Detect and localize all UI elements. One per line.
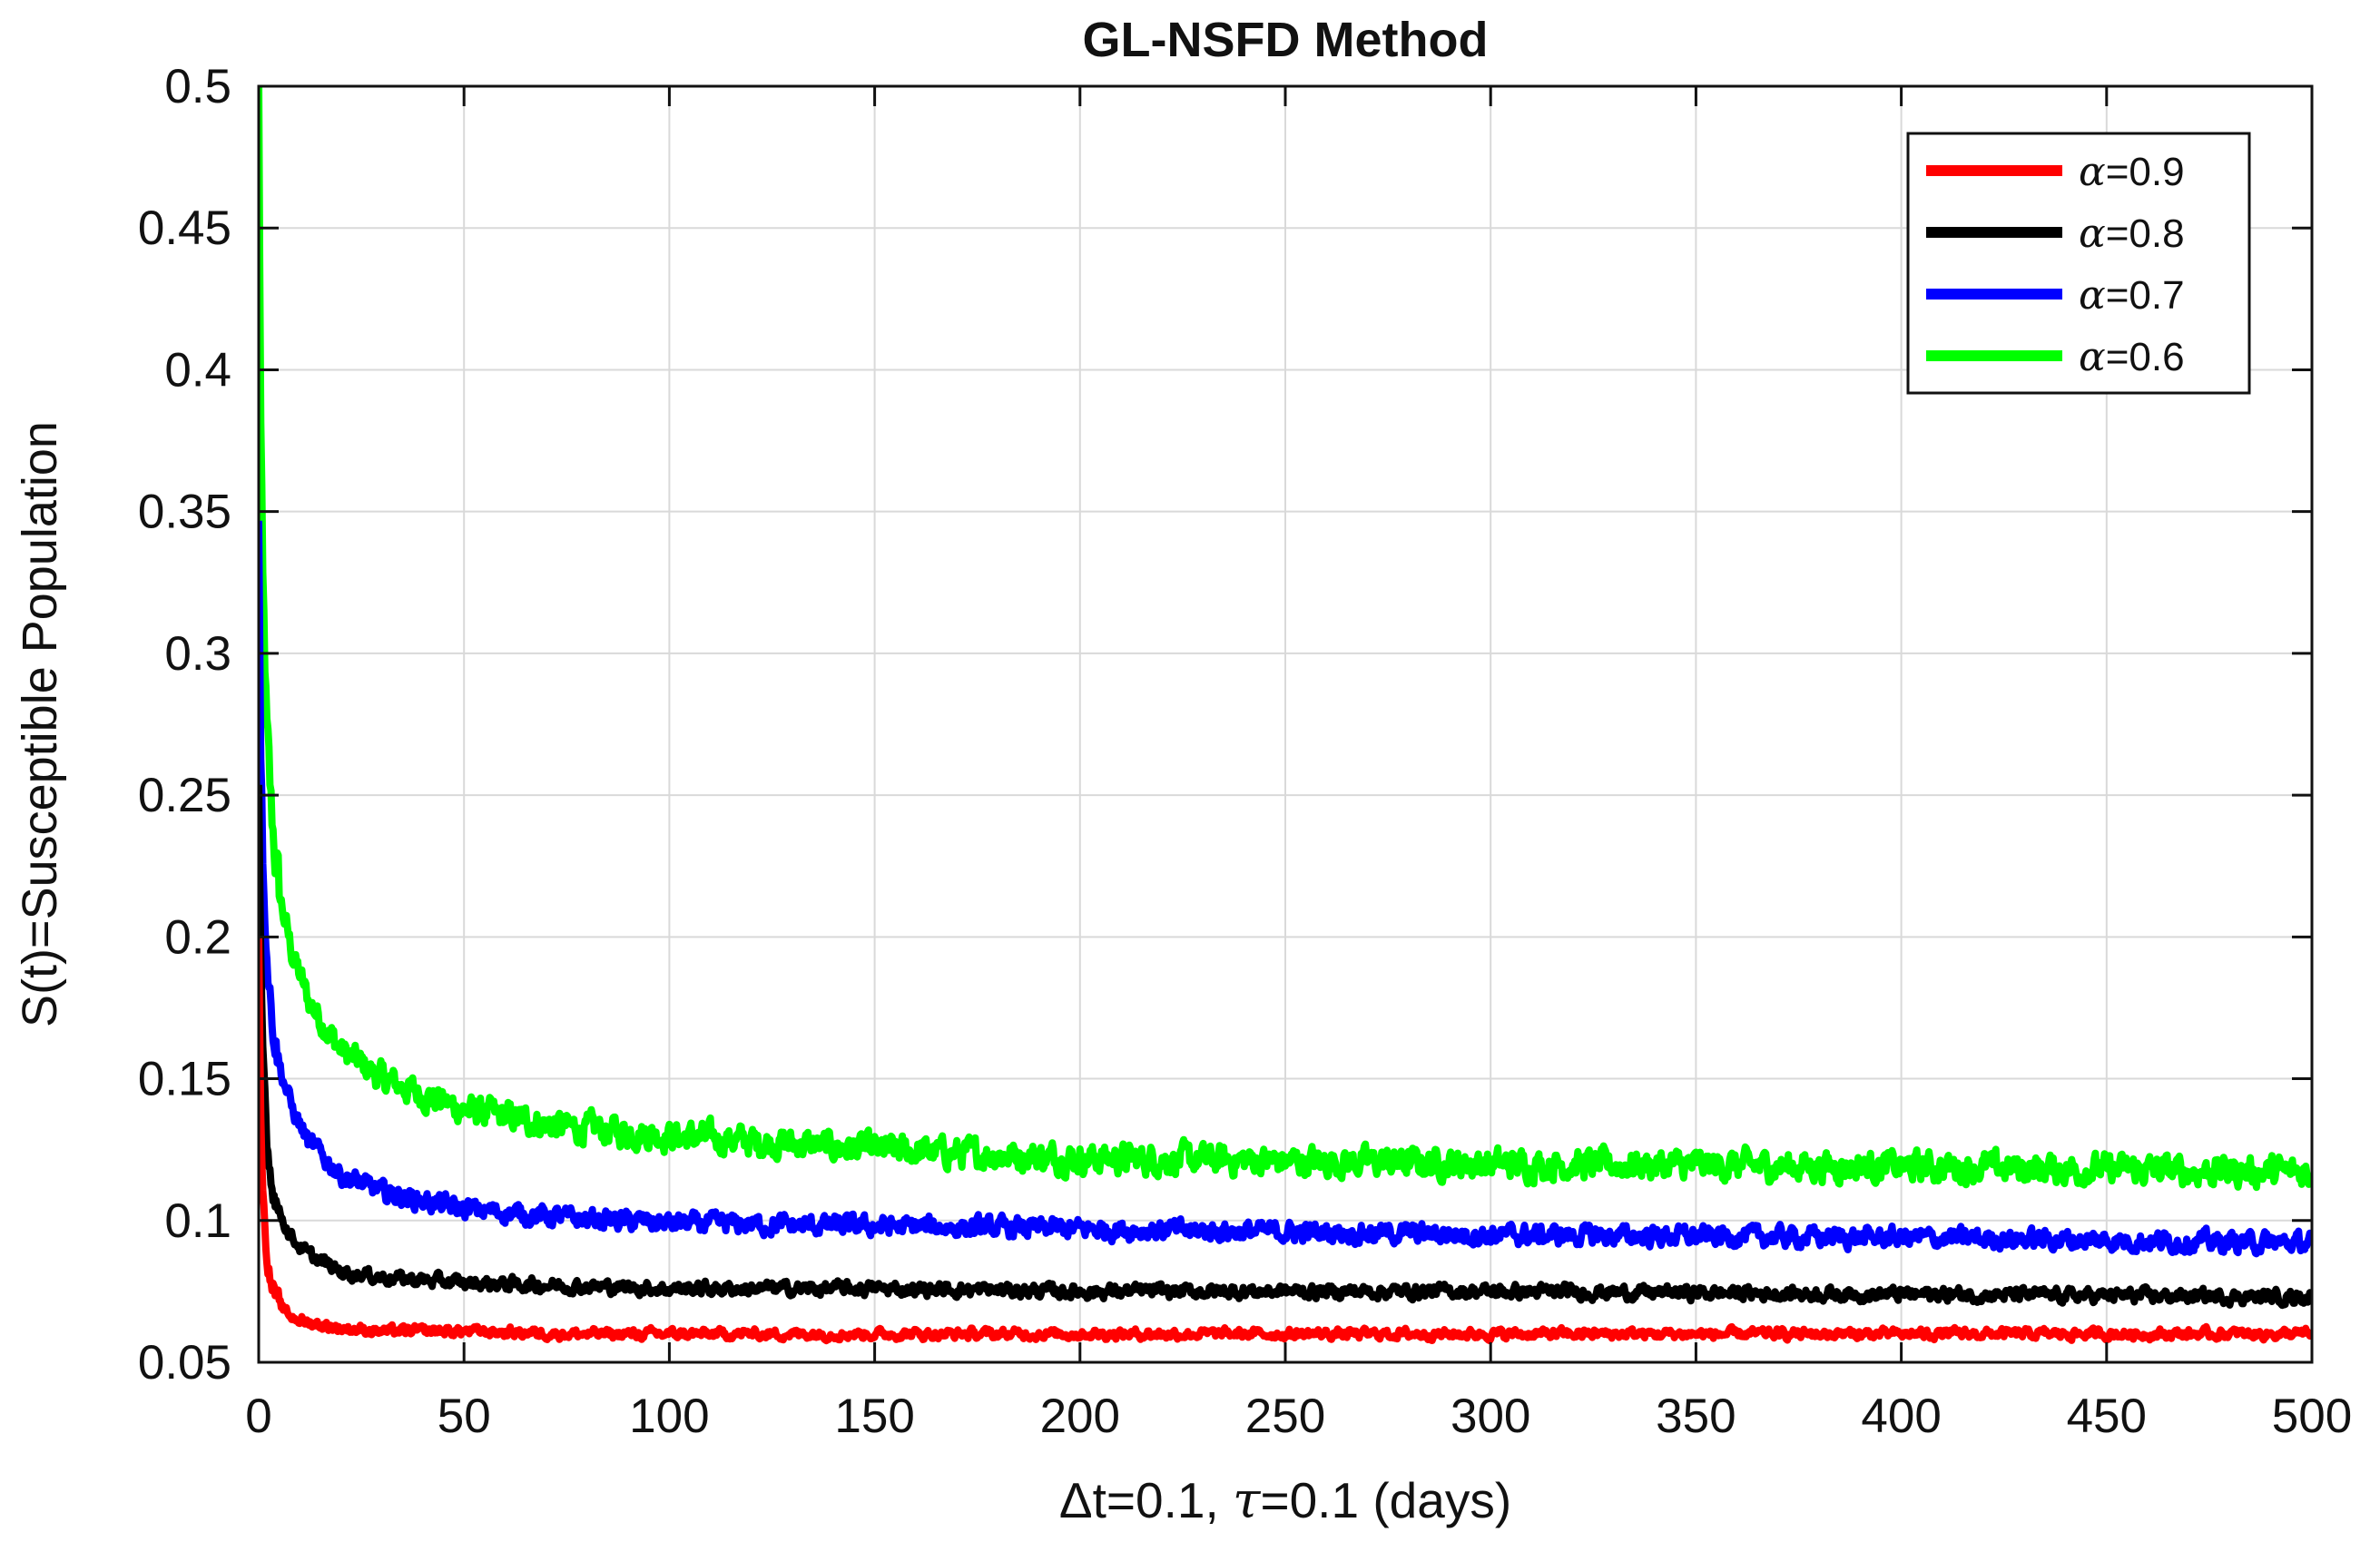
y-tick-label: 0.2: [164, 910, 231, 964]
series-group: [259, 86, 2312, 1345]
x-axis-label-part-2: =0.1 (days): [1260, 1472, 1511, 1528]
legend-label: α=0.8: [2079, 211, 2185, 257]
x-axis-label-part-1: Δt=0.1,: [1059, 1472, 1233, 1528]
y-tick-labels: 0.05 0.1 0.15 0.2 0.25 0.3 0.35 0.4 0.45 0.5: [138, 60, 231, 1390]
y-tick-label: 0.1: [164, 1194, 231, 1248]
chart-title: GL-NSFD Method: [1083, 13, 1489, 67]
x-tick-label: 200: [1040, 1390, 1120, 1443]
legend-box: [1906, 132, 2251, 395]
legend-label-symbol: α: [2079, 334, 2106, 380]
y-axis-label: S(t)=Susceptible Population: [13, 421, 67, 1027]
legend-label-value: =0.7: [2106, 273, 2185, 318]
legend-label-symbol: α: [2079, 211, 2106, 257]
y-tick-label: 0.15: [138, 1053, 231, 1106]
legend-label-symbol: α: [2079, 272, 2106, 319]
legend-label: α=0.9: [2079, 149, 2185, 195]
legend: α=0.9α=0.8α=0.7α=0.6: [1906, 132, 2251, 395]
y-tick-label: 0.05: [138, 1336, 231, 1390]
legend-label: α=0.7: [2079, 272, 2185, 319]
tick-marks: [257, 84, 2314, 1364]
x-tick-label: 450: [2067, 1390, 2147, 1443]
x-tick-label: 400: [1861, 1390, 1941, 1443]
x-axis-label-tau: τ: [1233, 1471, 1262, 1529]
y-tick-label: 0.5: [164, 60, 231, 113]
series-line: [259, 784, 2312, 1310]
legend-label-value: =0.8: [2106, 211, 2185, 256]
series-line: [259, 86, 2312, 1192]
x-tick-label: 250: [1245, 1390, 1325, 1443]
y-tick-label: 0.35: [138, 486, 231, 539]
legend-label-value: =0.6: [2106, 335, 2185, 379]
x-tick-label: 100: [629, 1390, 709, 1443]
y-tick-label: 0.45: [138, 201, 231, 255]
series-line: [259, 937, 2312, 1345]
y-tick-label: 0.4: [164, 343, 231, 397]
x-tick-labels: 0 50 100 150 200 250 300 350 400 450 500: [245, 1390, 2352, 1443]
series-line: [259, 520, 2312, 1258]
x-axis-label: Δt=0.1, τ=0.1 (days): [1059, 1471, 1511, 1529]
legend-label: α=0.6: [2079, 334, 2185, 380]
x-tick-label: 350: [1656, 1390, 1736, 1443]
x-tick-label: 300: [1451, 1390, 1530, 1443]
x-tick-label: 500: [2272, 1390, 2352, 1443]
legend-label-symbol: α: [2079, 149, 2106, 195]
y-tick-label: 0.3: [164, 627, 231, 681]
legend-label-value: =0.9: [2106, 150, 2185, 194]
x-tick-label: 150: [834, 1390, 914, 1443]
y-tick-label: 0.25: [138, 769, 231, 822]
x-tick-label: 50: [438, 1390, 491, 1443]
x-tick-label: 0: [245, 1390, 271, 1443]
